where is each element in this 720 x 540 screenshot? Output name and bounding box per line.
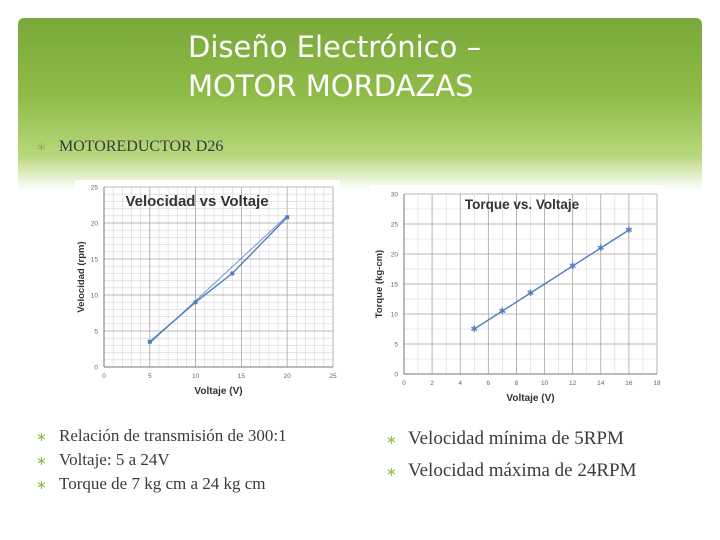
data-point (285, 215, 290, 220)
chart-title: Torque vs. Voltaje (465, 197, 580, 212)
y-tick-label: 20 (391, 252, 399, 259)
bullet-text: Velocidad mínima de 5RPM (408, 428, 624, 449)
x-tick-label: 8 (515, 380, 519, 387)
data-point (193, 300, 198, 305)
y-tick-label: 15 (91, 257, 99, 264)
y-tick-label: 20 (91, 221, 99, 228)
bullet-icon: ∗ (36, 139, 47, 154)
y-axis-label: Velocidad (rpm) (76, 241, 87, 312)
data-point: ✱ (569, 262, 577, 272)
bullet-icon: ∗ (386, 432, 397, 447)
x-tick-label: 16 (625, 380, 633, 387)
data-point: ✱ (471, 325, 479, 335)
list-item: ∗ Torque de 7 kg cm a 24 kg cm (36, 474, 287, 498)
bullet-text: Relación de transmisión de 300:1 (59, 426, 287, 445)
x-tick-label: 5 (148, 373, 152, 380)
series-line (149, 215, 288, 344)
data-point (230, 271, 235, 276)
bullet-icon: ∗ (386, 464, 397, 479)
x-tick-label: 10 (541, 380, 549, 387)
bullet-icon: ∗ (36, 477, 47, 492)
slide-title: Diseño Electrónico – MOTOR MORDAZAS (188, 28, 608, 106)
bullet-text: Velocidad máxima de 24RPM (408, 460, 637, 481)
header-band (18, 18, 702, 190)
y-tick-label: 25 (91, 185, 99, 192)
list-item: ∗ Relación de transmisión de 300:1 (36, 426, 287, 450)
left-bullet-list: ∗ Relación de transmisión de 300:1 ∗ Volta… (36, 426, 287, 498)
bullet-text: Torque de 7 kg cm a 24 kg cm (59, 474, 266, 493)
data-point: ✱ (527, 289, 535, 299)
y-tick-label: 5 (394, 342, 398, 349)
x-tick-label: 4 (458, 380, 462, 387)
x-tick-label: 12 (569, 380, 577, 387)
bullet-icon: ∗ (36, 429, 47, 444)
x-tick-label: 18 (653, 380, 661, 387)
y-tick-label: 10 (91, 293, 99, 300)
torque-chart-svg: 0 2 4 6 8 10 12 14 16 18 0 5 10 15 20 25 30 ✱ ✱ ✱ ✱ ✱ ✱ Torque … (374, 192, 661, 405)
list-item: ∗ Velocidad mínima de 5RPM (386, 428, 637, 460)
velocidad-chart-svg: 0 5 10 15 20 25 0 5 10 15 20 25 Velocidad vs Voltaje… (76, 185, 337, 398)
x-tick-label: 6 (487, 380, 491, 387)
bullet-text: Voltaje: 5 a 24V (59, 450, 170, 469)
x-tick-label: 25 (329, 373, 337, 380)
chart-title: Velocidad vs Voltaje (125, 193, 268, 210)
x-tick-label: 2 (430, 380, 434, 387)
y-tick-label: 5 (94, 329, 98, 336)
list-item: ∗ Velocidad máxima de 24RPM (386, 460, 637, 492)
title-line-1: Diseño Electrónico – (188, 30, 482, 64)
y-tick-label: 0 (94, 365, 98, 372)
y-tick-label: 30 (391, 192, 399, 199)
bullet-icon: ∗ (36, 453, 47, 468)
data-point (147, 339, 152, 344)
y-tick-label: 25 (391, 222, 399, 229)
y-axis-label: Torque (kg-cm) (374, 250, 385, 318)
x-axis-label: Voltaje (V) (506, 393, 554, 404)
x-tick-label: 14 (597, 380, 605, 387)
y-tick-label: 10 (391, 312, 399, 319)
y-tick-label: 0 (394, 372, 398, 379)
data-point: ✱ (597, 244, 605, 254)
data-point: ✱ (625, 226, 633, 236)
x-tick-label: 0 (402, 380, 406, 387)
list-item: ∗ Voltaje: 5 a 24V (36, 450, 287, 474)
y-tick-label: 15 (391, 282, 399, 289)
x-tick-label: 20 (284, 373, 292, 380)
data-point: ✱ (499, 307, 507, 317)
x-tick-label: 0 (102, 373, 106, 380)
x-axis-label: Voltaje (V) (194, 386, 242, 397)
subtitle-bullet: ∗ MOTOREDUCTOR D26 (36, 138, 223, 156)
x-tick-label: 10 (192, 373, 200, 380)
series-line (473, 229, 630, 330)
chart-velocidad-voltaje: 0 5 10 15 20 25 0 5 10 15 20 25 Velocidad vs Voltaje… (75, 180, 340, 408)
chart-torque-voltaje: 0 2 4 6 8 10 12 14 16 18 0 5 10 15 20 25 30 ✱ ✱ ✱ ✱ ✱ ✱ Torque … (370, 185, 665, 405)
right-bullet-list: ∗ Velocidad mínima de 5RPM ∗ Velocidad máx… (386, 428, 637, 492)
subtitle-text: MOTOREDUCTOR D26 (59, 138, 224, 155)
x-tick-label: 15 (238, 373, 246, 380)
title-line-2: MOTOR MORDAZAS (188, 69, 474, 103)
